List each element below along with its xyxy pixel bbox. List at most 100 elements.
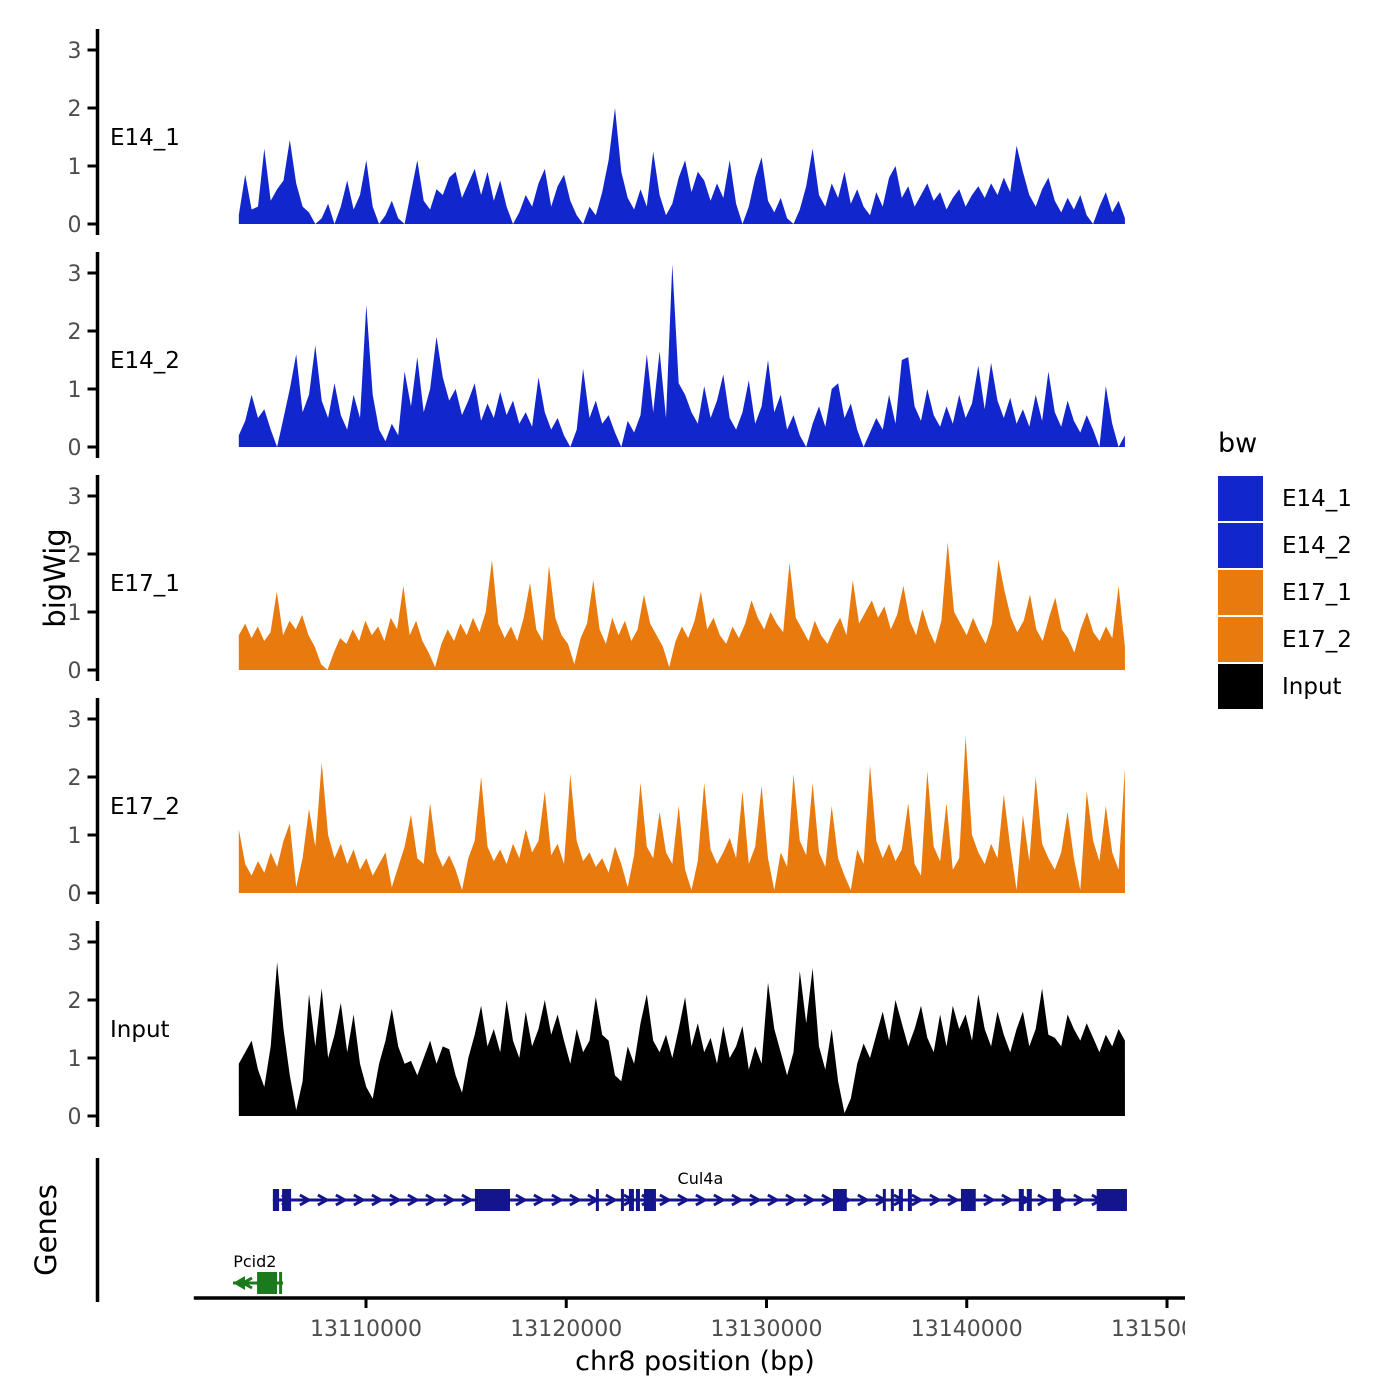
legend-item-E17_1: E17_1 [1218, 569, 1352, 616]
y-tick-label: 1 [68, 601, 82, 626]
y-tick-label: 1 [68, 155, 82, 180]
strand-arrow-icon [515, 1193, 528, 1207]
y-tick-label: 0 [68, 213, 82, 235]
strand-arrow-icon [695, 1193, 708, 1207]
exon-block [595, 1189, 599, 1211]
signal-area-E17_2 [238, 736, 1125, 893]
exon-block [907, 1189, 912, 1211]
strand-arrow-icon [929, 1193, 942, 1207]
exon-block [474, 1189, 510, 1211]
y-tick-label: 3 [68, 39, 82, 64]
legend-swatch-icon [1218, 664, 1263, 709]
exon-block [1018, 1189, 1024, 1211]
strand-arrow-icon [551, 1193, 564, 1207]
gene-label-Pcid2: Pcid2 [233, 1252, 276, 1271]
strand-arrow-icon [749, 1193, 762, 1207]
gene-label-Cul4a: Cul4a [678, 1169, 724, 1188]
y-tick-label: 2 [68, 766, 82, 791]
x-axis: 13110000 13120000 13130000 13140000 13150000… [193, 1296, 1185, 1377]
y-tick-label: 2 [68, 97, 82, 122]
legend-item-label: E17_1 [1282, 579, 1352, 606]
y-tick-label: 3 [68, 262, 82, 287]
legend-swatch-icon [1218, 523, 1263, 568]
exon-block [1096, 1189, 1127, 1211]
x-tick-label: 13110000 [310, 1317, 422, 1342]
exon-block [272, 1189, 280, 1211]
strand-arrow-icon [947, 1193, 960, 1207]
y-tick-label: 0 [68, 1105, 82, 1127]
y-tick-label: 1 [68, 824, 82, 849]
legend-swatch-icon [1218, 617, 1263, 662]
y-tick-label: 2 [68, 543, 82, 568]
exon-block [882, 1189, 886, 1211]
strand-arrow-icon [803, 1193, 816, 1207]
y-tick-label: 3 [68, 931, 82, 956]
track-label-E17_1: E17_1 [110, 571, 180, 597]
exon-block [282, 1189, 292, 1211]
legend-item-label: E14_2 [1282, 532, 1352, 559]
exon-block [1026, 1189, 1032, 1211]
exon-block [643, 1189, 656, 1211]
strand-arrow-icon [407, 1193, 420, 1207]
strand-arrow-icon [443, 1193, 456, 1207]
exon-block [960, 1189, 976, 1211]
exon-block [635, 1189, 640, 1211]
strand-arrow-icon [353, 1193, 366, 1207]
signal-panel-E17_1: 0 1 2 3 E17_1 [68, 475, 1125, 681]
signal-area-E14_2 [238, 264, 1125, 447]
y-tick-label: 0 [68, 436, 82, 458]
strand-arrow-icon [461, 1193, 474, 1207]
legend-item-label: E14_1 [1282, 485, 1352, 512]
strand-arrow-icon [299, 1193, 312, 1207]
strand-arrow-icon [713, 1193, 726, 1207]
strand-arrow-icon [983, 1193, 996, 1207]
strand-arrow-icon [425, 1193, 438, 1207]
x-axis-title: chr8 position (bp) [575, 1346, 815, 1377]
strand-arrow-icon [1037, 1193, 1050, 1207]
signal-panel-Input: 0 1 2 3 Input [68, 921, 1125, 1127]
signal-panel-E14_1: 0 1 2 3 E14_1 [68, 29, 1125, 235]
y-tick-label: 0 [68, 659, 82, 681]
legend-items: E14_1 E14_2 E17_1 E17_2 Input [1218, 475, 1352, 710]
strand-arrow-icon [857, 1193, 870, 1207]
gene-arrowhead-icon [233, 1276, 246, 1290]
strand-arrow-icon [893, 1193, 906, 1207]
strand-arrow-icon [533, 1193, 546, 1207]
exon-block [628, 1189, 634, 1211]
x-tick-label: 13130000 [711, 1317, 823, 1342]
strand-arrow-icon [371, 1193, 384, 1207]
strand-arrow-icon [911, 1193, 924, 1207]
strand-arrow-icon [317, 1193, 330, 1207]
strand-arrow-icon [659, 1193, 672, 1207]
legend-item-label: E17_2 [1282, 626, 1352, 653]
signal-area-Input [238, 962, 1125, 1116]
legend-item-E14_1: E14_1 [1218, 475, 1352, 522]
exon-block [890, 1189, 894, 1211]
exon-block [620, 1189, 624, 1211]
strand-arrow-icon [389, 1193, 402, 1207]
exon-block [832, 1189, 847, 1211]
legend-item-E17_2: E17_2 [1218, 616, 1352, 663]
strand-arrow-icon [569, 1193, 582, 1207]
x-tick-label: 13150000 [1111, 1317, 1185, 1342]
gene-model-Pcid2: Pcid2 [233, 1252, 284, 1294]
strand-arrow-icon [605, 1193, 618, 1207]
y-tick-label: 3 [68, 708, 82, 733]
legend-swatch-icon [1218, 476, 1263, 521]
track-label-E14_2: E14_2 [110, 348, 180, 374]
strand-arrow-icon [1073, 1193, 1086, 1207]
exon-block [1052, 1189, 1061, 1211]
strand-arrow-icon [1001, 1193, 1014, 1207]
legend: bw E14_1 E14_2 E17_1 E17_2 Input [1218, 428, 1352, 710]
y-tick-label: 1 [68, 378, 82, 403]
x-tick-label: 13140000 [911, 1317, 1023, 1342]
legend-title: bw [1218, 428, 1258, 459]
y-tick-label: 0 [68, 882, 82, 904]
strand-arrow-icon [767, 1193, 780, 1207]
legend-swatch-icon [1218, 570, 1263, 615]
y-tick-label: 2 [68, 989, 82, 1014]
exon-block [279, 1272, 283, 1294]
y-tick-label: 2 [68, 320, 82, 345]
legend-item-label: Input [1282, 673, 1342, 700]
